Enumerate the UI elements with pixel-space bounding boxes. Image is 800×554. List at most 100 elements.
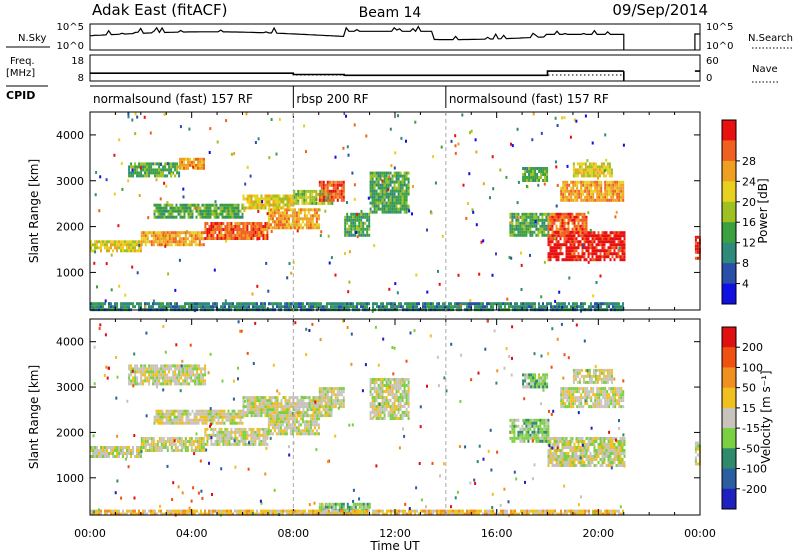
power-band-4 <box>153 203 244 219</box>
velocity-xtick-3: 12:00 <box>379 527 411 540</box>
velocity-colorbar-swatch-8 <box>722 488 736 510</box>
date-title: 09/Sep/2014 <box>612 1 708 19</box>
cpid-segment-2: normalsound (fast) 157 RF <box>449 92 609 106</box>
power-colorbar-swatch-4 <box>722 201 736 223</box>
velocity-colorbar-swatch-0 <box>722 327 736 348</box>
power-band-11 <box>179 157 205 170</box>
velocity-colorbar-label: Velocity [m s⁻¹] <box>759 370 773 463</box>
beam-title: Beam 14 <box>359 5 422 21</box>
power-colorbar-swatch-8 <box>722 283 736 305</box>
velocity-colorbar-swatch-3 <box>722 387 736 409</box>
power-band-5 <box>242 194 295 210</box>
power-band-16 <box>560 180 625 202</box>
velocity-colorbar-tick-5: -50 <box>742 442 760 455</box>
freq-label-top: Freq. <box>10 56 35 67</box>
power-band-2 <box>204 222 269 240</box>
velocity-band-8 <box>128 364 207 386</box>
station-title: Adak East (fitACF) <box>92 1 227 19</box>
power-ylabel: Slant Range [km] <box>27 159 41 263</box>
velocity-colorbar-swatch-4 <box>722 407 736 429</box>
velocity-xtick-4: 16:00 <box>481 527 513 540</box>
velocity-colorbar-tick-1: 100 <box>742 361 763 374</box>
power-band-1 <box>140 231 205 247</box>
power-colorbar-swatch-2 <box>722 160 736 182</box>
velocity-colorbar-swatch-5 <box>722 428 736 449</box>
power-band-3 <box>267 208 320 230</box>
power-ytick-2: 3000 <box>56 175 84 188</box>
velocity-colorbar-tick-7: -200 <box>742 483 767 496</box>
velocity-colorbar-tick-2: 50 <box>742 382 756 395</box>
power-colorbar-swatch-5 <box>722 222 736 244</box>
velocity-colorbar-swatch-2 <box>722 367 736 389</box>
velocity-colorbar-swatch-7 <box>722 468 736 490</box>
nsky-trace <box>89 25 700 50</box>
velocity-ytick-1: 2000 <box>56 426 84 439</box>
nsky-panel: N.Sky 10^5 10^0 10^5 10^0 N.Search <box>6 22 793 52</box>
power-colorbar-swatch-3 <box>722 181 736 203</box>
velocity-colorbar-tick-4: -15 <box>742 422 760 435</box>
nsearch-tick-bottom: 10^0 <box>706 41 733 52</box>
nsearch-tick-top: 10^5 <box>706 22 733 33</box>
velocity-ytick-0: 1000 <box>56 472 84 485</box>
velocity-band-4 <box>153 409 244 425</box>
cpid-panel: CPID normalsound (fast) 157 RF rbsp 200 R… <box>6 85 700 108</box>
velocity-panel: 1000 2000 3000 4000 Slant Range [km] 00:00 0… <box>27 318 773 553</box>
power-ytick-0: 1000 <box>56 266 84 279</box>
power-band-15 <box>522 167 549 182</box>
freq-trace <box>90 70 700 81</box>
velocity-ytick-3: 4000 <box>56 336 84 349</box>
power-band-17 <box>572 162 613 178</box>
velocity-band-7 <box>369 378 410 420</box>
velocity-band-3 <box>267 414 320 436</box>
velocity-xtick-0: 00:00 <box>74 527 106 540</box>
nave-trace <box>90 72 624 76</box>
nsky-tick-top: 10^5 <box>57 22 84 33</box>
power-colorbar-label: Power [dB] <box>756 178 770 243</box>
nsky-tick-bottom: 10^0 <box>57 41 84 52</box>
velocity-xtick-2: 08:00 <box>277 527 309 540</box>
velocity-colorbar-tick-3: 15 <box>742 402 756 415</box>
freq-panel: Freq. [MHz] 18 8 60 0 Nave <box>6 54 780 84</box>
nsearch-label: N.Search <box>748 33 793 44</box>
power-colorbar-tick-5: 24 <box>742 175 756 188</box>
velocity-colorbar-swatch-6 <box>722 448 736 469</box>
velocity-xtick-6: 00:00 <box>684 527 716 540</box>
freq-tick-top: 18 <box>71 56 84 67</box>
power-colorbar-swatch-7 <box>722 263 736 284</box>
velocity-band-10 <box>547 437 626 467</box>
power-colorbar-tick-4: 20 <box>742 196 756 209</box>
power-colorbar-tick-0: 4 <box>742 278 749 291</box>
velocity-xtick-5: 20:00 <box>582 527 614 540</box>
cpid-segment-1: rbsp 200 RF <box>296 92 368 106</box>
power-band-12 <box>509 212 550 237</box>
power-band-14 <box>547 212 588 234</box>
velocity-ytick-2: 3000 <box>56 381 84 394</box>
velocity-ylabel: Slant Range [km] <box>27 365 41 469</box>
cpid-label: CPID <box>6 89 35 102</box>
power-band-9 <box>369 171 410 214</box>
nsky-label: N.Sky <box>18 33 46 44</box>
power-colorbar-tick-1: 8 <box>742 257 749 270</box>
velocity-band-9 <box>509 418 550 443</box>
freq-label-bottom: [MHz] <box>6 68 35 79</box>
velocity-colorbar-tick-0: 200 <box>742 341 763 354</box>
power-panel: 1000 2000 3000 4000 Slant Range [km] 4 8 12 16… <box>27 111 770 313</box>
power-colorbar-tick-6: 28 <box>742 155 756 168</box>
velocity-colorbar-tick-6: -100 <box>742 463 767 476</box>
nave-tick-bottom: 0 <box>706 73 712 84</box>
power-band-7 <box>318 180 345 202</box>
freq-tick-bottom: 8 <box>78 73 84 84</box>
velocity-band-2 <box>204 427 269 446</box>
power-colorbar-tick-2: 12 <box>742 237 756 250</box>
power-ytick-1: 2000 <box>56 221 84 234</box>
cpid-segment-0: normalsound (fast) 157 RF <box>93 92 253 106</box>
power-colorbar-swatch-0 <box>722 120 736 141</box>
nave-label: Nave <box>752 64 778 75</box>
power-colorbar-swatch-1 <box>722 140 736 162</box>
velocity-xlabel: Time UT <box>369 539 420 553</box>
velocity-band-12 <box>560 387 625 409</box>
power-ytick-3: 4000 <box>56 129 84 142</box>
power-colorbar-tick-3: 16 <box>742 216 756 229</box>
velocity-xtick-1: 04:00 <box>176 527 208 540</box>
